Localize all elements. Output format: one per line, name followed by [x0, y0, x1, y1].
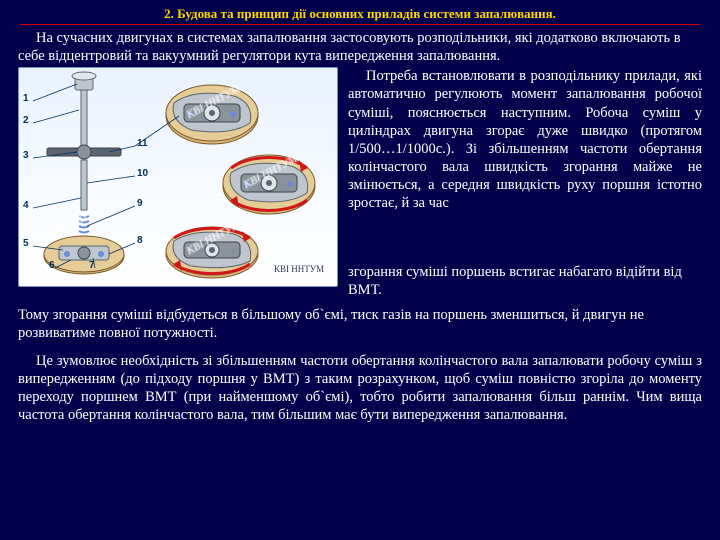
- bottom-right-disc: [166, 227, 258, 278]
- distributor-figure: 1234567891011 КВІ ННТУМ КВІ ННТУМ КВІ НН…: [18, 67, 338, 287]
- figure-label: 1: [23, 93, 29, 104]
- figure-label: 8: [137, 235, 143, 246]
- right-paragraph: Потреба встановлювати в розподільнику пр…: [348, 67, 702, 212]
- right-column-text: Потреба встановлювати в розподільнику пр…: [348, 67, 702, 287]
- mid-right-disc: [223, 155, 315, 214]
- figure-label: 10: [137, 168, 149, 179]
- top-right-disc: [166, 85, 258, 144]
- figure-label: 9: [137, 198, 143, 209]
- figure-label: 6: [49, 260, 55, 271]
- figure-label: 2: [23, 115, 29, 126]
- continuation-2: Тому згорання суміші відбудеться в більш…: [0, 304, 720, 342]
- shaft-assembly: [47, 72, 121, 256]
- figure-label: 3: [23, 150, 29, 161]
- mid-row: 1234567891011 КВІ ННТУМ КВІ ННТУМ КВІ НН…: [0, 67, 720, 287]
- figure-label: 11: [137, 138, 148, 149]
- bottom-left-disc: [44, 236, 124, 274]
- header-underline: [20, 24, 700, 25]
- figure-label: 7: [89, 260, 95, 271]
- figure-label: 4: [23, 200, 29, 211]
- figure-svg: 1 2 3 4 5 6 7 8 9 10 11: [19, 68, 337, 286]
- continuation-3: Це зумовлює необхідність зі збільшенням …: [0, 350, 720, 425]
- intro-paragraph: На сучасних двигунах в системах запалюва…: [0, 29, 720, 65]
- cont1-text: згорання суміші поршень встигає набагато…: [348, 264, 682, 298]
- page-title: 2. Будова та принцип дії основних прилад…: [0, 0, 720, 24]
- figure-label: 5: [23, 238, 29, 249]
